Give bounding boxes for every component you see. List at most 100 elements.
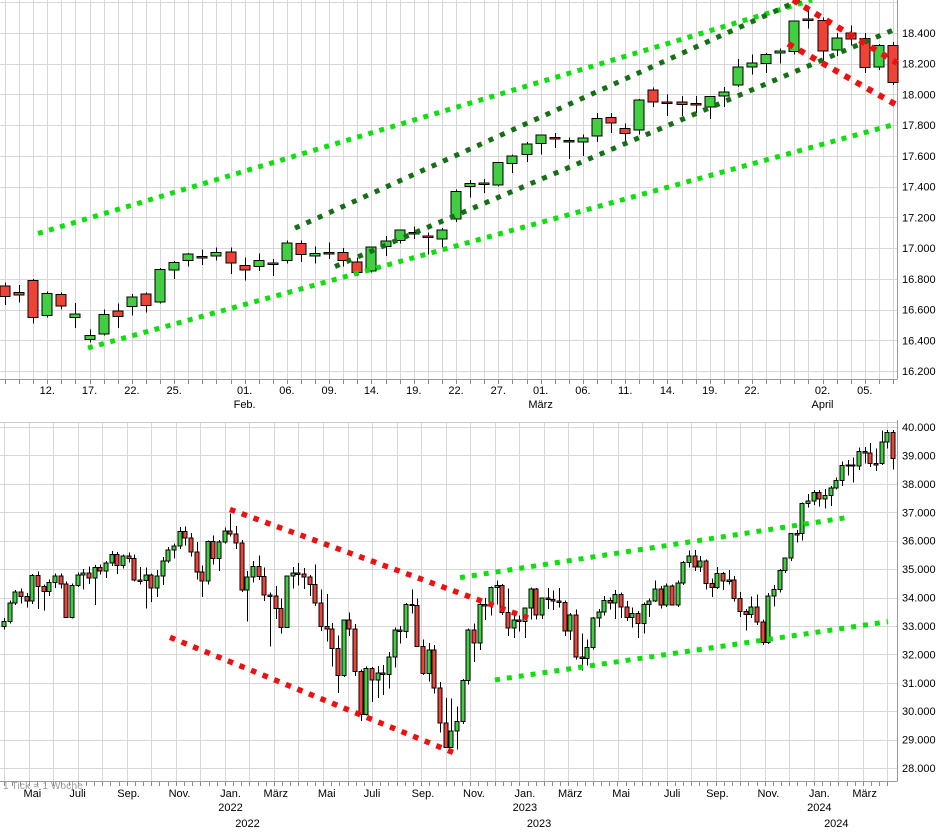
candle [845,460,851,476]
candle [437,682,443,733]
x-axis-label: Sep. [117,788,140,800]
candle [1,617,7,630]
y-axis-label: 33.000 [902,621,936,633]
candle [250,560,256,583]
candle [171,543,177,559]
candle [590,616,596,650]
candle [375,665,381,698]
candle [443,698,449,748]
candle [29,573,35,605]
y-axis-label: 29.000 [902,735,936,747]
candle [562,600,568,636]
y-axis-label: 17.000 [902,243,936,255]
candle [422,232,434,255]
candle [284,575,290,629]
candle [794,529,800,543]
candle [12,590,18,605]
uptrend-channel-lower-dark-green [334,26,898,269]
uptrend-channel-upper-dark-green [293,0,802,231]
candle [746,54,758,75]
candle [817,17,829,64]
candle [788,20,800,55]
candle [143,567,149,609]
x-axis-sublabel: 2023 [513,802,537,814]
candle [732,59,744,87]
candle [337,248,349,267]
candle [233,525,239,549]
y-axis-label: 40.000 [902,422,936,434]
candle [690,95,702,113]
candle [335,635,341,693]
x-axis-label: 02. [815,385,830,397]
candle [409,589,415,614]
candle [24,593,30,608]
year-label: 2024 [824,818,848,830]
x-axis-label: 27. [491,385,506,397]
candle [777,569,783,593]
candle [244,570,250,622]
candle [511,614,517,638]
candle [494,580,500,605]
x-axis-label: 05. [857,385,872,397]
candle [619,123,631,144]
candle [75,572,81,587]
x-axis-labels: Mai Juli Sep. Nov. Jan. 2022 März Mai Juli Sep. No… [23,788,876,830]
candle [465,628,471,685]
candle [392,627,398,668]
candle [831,33,843,57]
candle [718,86,730,107]
candle [890,430,896,470]
candle [182,253,194,267]
x-axis-sublabel: März [528,399,552,411]
candle [799,502,805,541]
x-axis-label: 01. [237,385,252,397]
candle [703,559,709,590]
x-axis-labels: 12. 17. 22. 25. 01. Feb. 06. 09. 14. 19. 22. 27. 01.… [40,385,873,411]
candle [109,551,115,567]
candle [522,607,528,639]
candle [492,162,504,187]
candle [63,581,69,619]
uptrend-channel-upper-light-green [37,0,813,236]
y-axis-label: 17.200 [902,212,936,224]
candle [160,556,166,586]
candle [18,588,24,604]
x-axis-label: 14. [660,385,675,397]
candle [261,567,267,602]
candle [567,612,573,641]
x-axis-label: 19. [406,385,421,397]
candle [771,585,777,607]
candle [69,303,81,329]
x-axis-label: März [852,788,876,800]
candle [833,477,839,490]
candle [658,585,664,609]
candle [281,240,293,264]
candle [591,112,603,143]
candle [318,589,324,631]
candle [323,242,335,259]
candle [646,598,652,617]
candle [112,303,124,329]
x-axis-label: Jan. [220,788,241,800]
candle [216,540,222,572]
candle [309,246,321,264]
candle [154,268,166,304]
candle [607,597,613,610]
x-axis-label: Sep. [706,788,729,800]
candle [154,570,160,598]
candle [295,562,301,586]
candle [811,490,817,506]
y-axis-label: 36.000 [902,536,936,548]
candle [774,48,786,64]
candle [41,584,47,611]
y-axis-label: 16.800 [902,274,936,286]
candle [535,134,547,155]
candle [731,575,737,602]
candle [635,611,641,638]
candle [256,555,262,580]
candle [267,592,273,647]
x-axis-label: Mai [23,788,41,800]
candle [482,598,488,621]
tick-marks [5,380,894,384]
y-axis-label: 37.000 [902,507,936,519]
